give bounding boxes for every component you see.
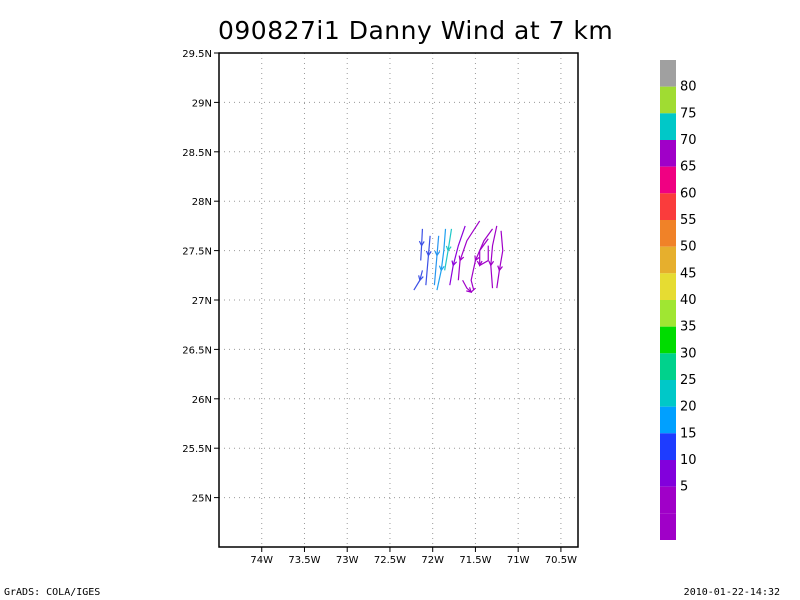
colorbar-swatch <box>660 113 676 140</box>
colorbar-label: 10 <box>680 453 697 468</box>
streamline-arrow <box>474 255 480 262</box>
streamline-arrow <box>418 240 425 247</box>
colorbar-swatch <box>660 140 676 167</box>
lat-tick-label: 29N <box>192 98 212 109</box>
lon-tick-label: 71.5W <box>459 555 491 566</box>
lon-tick-label: 71W <box>507 555 530 566</box>
colorbar-label: 25 <box>680 373 697 388</box>
colorbar-label: 75 <box>680 106 697 121</box>
colorbar-label: 5 <box>680 480 688 495</box>
colorbar-swatch <box>660 433 676 460</box>
colorbar-top-swatch <box>660 60 676 87</box>
streamline <box>462 279 476 293</box>
grid-lines <box>219 52 578 547</box>
colorbar-label: 65 <box>680 160 697 175</box>
streamline-arrow <box>476 260 483 267</box>
streamline <box>436 228 447 291</box>
colorbar-label: 20 <box>680 400 697 415</box>
colorbar-label: 35 <box>680 320 697 335</box>
lat-tick-label: 29.5N <box>182 49 212 60</box>
streamline-arrow <box>451 260 458 267</box>
colorbar-label: 50 <box>680 240 697 255</box>
streamline-arrow <box>425 250 432 257</box>
lat-tick-label: 28N <box>192 197 212 208</box>
streamline <box>433 235 440 286</box>
streamline <box>470 228 494 291</box>
streamline-arrow <box>434 250 441 257</box>
lat-tick-label: 26N <box>192 395 212 406</box>
colorbar-bottom-swatch <box>660 513 676 540</box>
lon-tick-label: 73W <box>336 555 359 566</box>
colorbar-swatch <box>660 326 676 354</box>
lon-tick-label: 72W <box>421 555 444 566</box>
streamlines <box>413 220 504 293</box>
streamline-arrow <box>445 245 452 252</box>
streamline-arrow <box>497 265 503 272</box>
colorbar-swatch <box>660 166 676 194</box>
lat-tick-label: 25.5N <box>182 444 212 455</box>
lon-tick-label: 72.5W <box>374 555 406 566</box>
lat-tick-label: 26.5N <box>182 345 212 356</box>
colorbar-legend: 80 75 70 65 60 55 50 45 40 35 30 25 20 15 10 5 <box>660 60 697 540</box>
colorbar-swatch <box>660 380 676 407</box>
colorbar-swatch <box>660 273 676 300</box>
colorbar-swatch <box>660 460 676 487</box>
lon-tick-label: 73.5W <box>288 555 320 566</box>
colorbar-swatch <box>660 193 676 220</box>
lat-tick-label: 27N <box>192 296 212 307</box>
streamline <box>457 220 481 281</box>
lat-tick-label: 27.5N <box>182 247 212 258</box>
colorbar-swatch <box>660 246 676 274</box>
streamline <box>413 270 424 291</box>
colorbar-label: 80 <box>680 80 697 95</box>
footer-credit: GrADS: COLA/IGES <box>4 587 101 598</box>
footer-timestamp: 2010-01-22-14:32 <box>683 587 780 598</box>
lon-tick-label: 70.5W <box>545 555 577 566</box>
lon-tick-label: 74W <box>250 555 273 566</box>
streamline <box>425 235 431 286</box>
streamline-arrow <box>438 265 445 272</box>
colorbar-label: 30 <box>680 346 697 361</box>
colorbar-swatch <box>660 86 676 114</box>
streamline <box>449 225 466 286</box>
streamline-arrow <box>458 255 465 262</box>
streamline-arrow <box>466 287 473 293</box>
colorbar-label: 70 <box>680 133 697 148</box>
colorbar-swatch <box>660 406 676 434</box>
streamline <box>490 225 498 289</box>
colorbar-label: 45 <box>680 266 697 281</box>
streamline <box>479 238 489 267</box>
colorbar-label: 40 <box>680 293 697 308</box>
colorbar-swatch <box>660 300 676 327</box>
colorbar-swatch <box>660 353 676 380</box>
streamline <box>496 230 504 289</box>
colorbar-label: 60 <box>680 186 697 201</box>
map-title: 090827i1 Danny Wind at 7 km <box>218 16 614 45</box>
colorbar-swatch <box>660 220 676 247</box>
streamline-arrow <box>418 275 424 282</box>
lat-tick-label: 28.5N <box>182 148 212 159</box>
colorbar-label: 55 <box>680 213 697 228</box>
colorbar-label: 15 <box>680 426 697 441</box>
lat-tick-label: 25N <box>192 494 212 505</box>
colorbar-swatch <box>660 486 676 514</box>
streamline-arrow <box>488 260 495 267</box>
axis-ticks: 25N 25.5N 26N 26.5N 27N 27.5N 28N 28.5N 29N 29.5N… <box>182 49 577 566</box>
